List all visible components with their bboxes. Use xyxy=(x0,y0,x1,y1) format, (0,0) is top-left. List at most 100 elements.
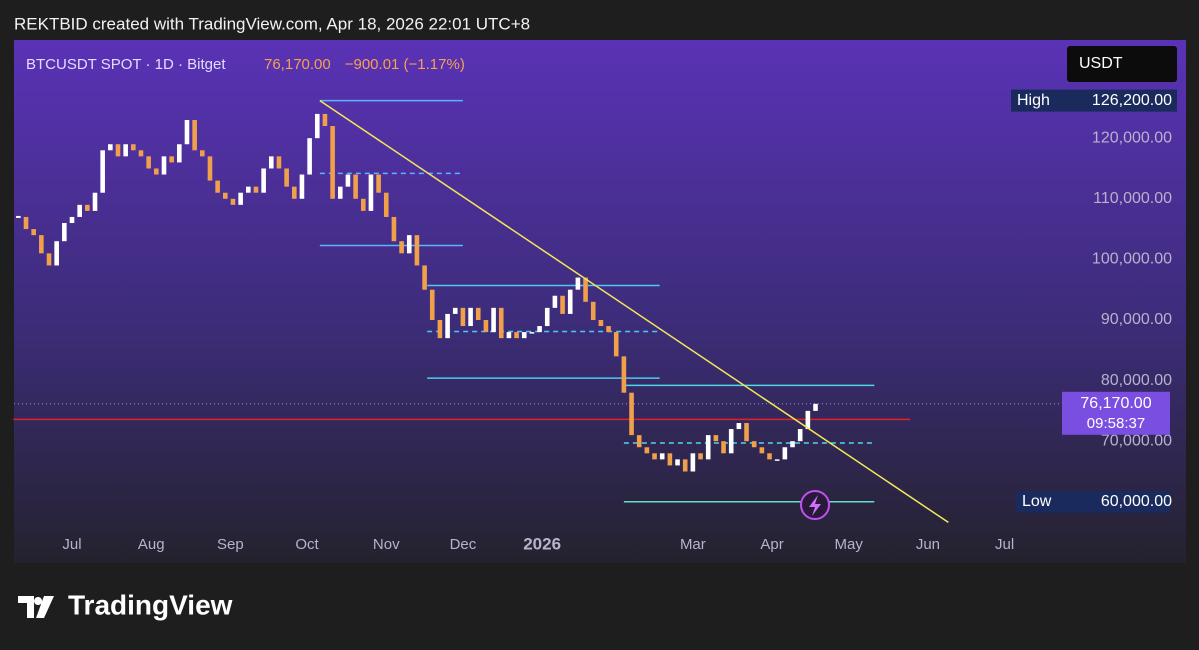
candle xyxy=(629,392,634,436)
candle xyxy=(544,307,550,327)
x-tick-label: Mar xyxy=(680,536,706,553)
candle xyxy=(475,307,481,320)
candle xyxy=(659,453,665,460)
candle xyxy=(16,215,21,218)
x-tick-label: Apr xyxy=(760,536,783,553)
candle xyxy=(238,192,243,205)
candle xyxy=(54,241,59,266)
candle xyxy=(452,307,458,314)
y-tick-label: 90,000.00 xyxy=(1101,311,1172,328)
candle xyxy=(790,441,795,448)
candle xyxy=(200,150,205,157)
candle xyxy=(360,198,366,211)
price-change: −900.01 (−1.17%) xyxy=(345,56,465,73)
candle xyxy=(177,144,182,163)
candle xyxy=(636,435,642,448)
candle xyxy=(46,253,52,266)
currency-box[interactable] xyxy=(1067,46,1177,82)
candle xyxy=(146,156,151,169)
candle xyxy=(805,410,811,430)
candle xyxy=(230,198,236,205)
x-tick-label: Jun xyxy=(916,536,940,553)
candle xyxy=(529,332,535,334)
candle xyxy=(376,174,381,193)
high-name: High xyxy=(1017,92,1050,109)
y-tick-label: 120,000.00 xyxy=(1092,129,1172,146)
candle xyxy=(713,435,719,442)
candle xyxy=(797,429,803,442)
candle xyxy=(284,168,289,187)
candle xyxy=(154,168,159,175)
candle xyxy=(414,235,420,266)
candle xyxy=(652,453,657,460)
candle xyxy=(353,174,358,199)
candle xyxy=(644,447,650,454)
candle xyxy=(560,295,565,314)
candle xyxy=(368,174,374,211)
candle xyxy=(521,332,527,339)
candle xyxy=(291,186,297,199)
candle xyxy=(437,319,443,339)
candle xyxy=(391,216,397,242)
candle xyxy=(245,186,251,193)
candle xyxy=(621,356,627,393)
candle xyxy=(506,332,512,339)
x-tick-label: Jul xyxy=(995,536,1014,553)
candle xyxy=(261,168,266,193)
candle xyxy=(31,229,36,236)
candle xyxy=(223,192,228,199)
candle xyxy=(77,204,82,217)
currency[interactable]: USDT xyxy=(1079,55,1123,72)
candle xyxy=(813,403,818,411)
candle xyxy=(307,138,312,175)
candle xyxy=(721,441,726,454)
candle xyxy=(460,307,466,327)
candle xyxy=(345,174,351,187)
candle xyxy=(23,216,29,230)
candle xyxy=(92,192,98,211)
candle xyxy=(268,156,274,169)
candle xyxy=(728,429,734,454)
candle xyxy=(429,289,435,320)
candle xyxy=(751,441,757,448)
candle xyxy=(690,453,696,472)
candle xyxy=(537,326,542,333)
candle xyxy=(39,235,44,254)
y-tick-label: 80,000.00 xyxy=(1101,372,1172,389)
candle xyxy=(138,150,144,157)
candle xyxy=(299,174,305,199)
candle xyxy=(575,277,581,290)
countdown: 09:58:37 xyxy=(1087,415,1145,432)
candle xyxy=(590,301,596,320)
x-tick-label: 2026 xyxy=(523,534,561,553)
x-tick-label: Jul xyxy=(62,536,81,553)
candle xyxy=(406,235,412,254)
candle xyxy=(131,144,136,151)
candle xyxy=(498,307,504,339)
candle xyxy=(215,180,220,193)
candle xyxy=(552,295,558,308)
low-box xyxy=(1016,490,1170,513)
chart-title: BTCUSDT SPOT · 1D · Bitget xyxy=(26,56,226,73)
last-price-axis-label: 76,170.00 xyxy=(1080,395,1151,412)
candle xyxy=(115,144,121,157)
candle xyxy=(774,459,780,461)
y-tick-label: 100,000.00 xyxy=(1092,251,1172,268)
candle xyxy=(422,265,427,290)
candle xyxy=(514,332,519,339)
candle xyxy=(276,156,282,169)
candle xyxy=(483,319,489,333)
candle xyxy=(85,204,90,211)
candle xyxy=(207,156,213,181)
candle xyxy=(184,119,190,145)
last-price: 76,170.00 xyxy=(264,56,331,73)
candle xyxy=(567,289,573,314)
candle xyxy=(62,223,67,242)
candle xyxy=(613,332,619,357)
candle xyxy=(682,459,688,472)
logo-icon xyxy=(18,596,54,618)
candle xyxy=(468,307,473,327)
x-tick-label: Nov xyxy=(373,536,400,553)
alert-bolt xyxy=(809,495,821,516)
